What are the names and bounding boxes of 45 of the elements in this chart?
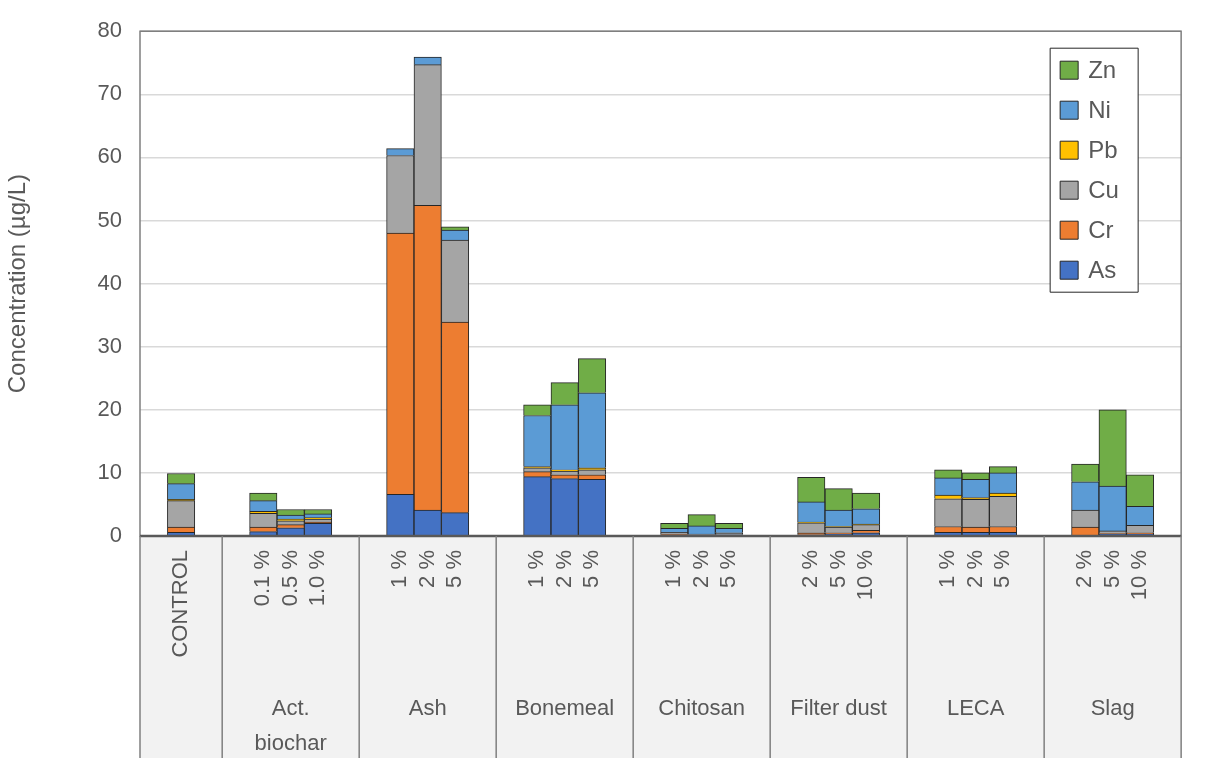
text: Chitosan bbox=[658, 695, 746, 721]
x-tick-label: 2 % bbox=[413, 550, 439, 588]
text: LECA bbox=[946, 695, 1005, 721]
text: Act. biochar bbox=[254, 695, 327, 756]
x-tick-label: 5 % bbox=[441, 550, 467, 588]
x-tick-label: 1 % bbox=[660, 550, 686, 588]
y-tick-label: 70 bbox=[97, 80, 122, 106]
y-tick-label: 40 bbox=[97, 269, 122, 295]
y-tick-label: 30 bbox=[97, 332, 122, 358]
y-tick-label: 50 bbox=[97, 206, 122, 232]
y-tick-label: 80 bbox=[97, 17, 122, 43]
text: Slag bbox=[1090, 695, 1135, 721]
x-tick-label: 2 % bbox=[797, 550, 823, 588]
y-axis-title: Concentration (µg/L) bbox=[3, 173, 31, 394]
legend-label: As bbox=[1088, 255, 1117, 283]
x-tick-label: 1 % bbox=[523, 550, 549, 588]
y-tick-label: 20 bbox=[97, 395, 122, 421]
x-tick-label: 0.1 % bbox=[249, 550, 275, 607]
x-tick-label: 5 % bbox=[824, 550, 850, 588]
x-tick-label: 5 % bbox=[989, 550, 1015, 588]
x-tick-label: 2 % bbox=[1071, 550, 1097, 588]
legend-label: Cr bbox=[1088, 215, 1114, 243]
text: Filter dust bbox=[790, 695, 887, 721]
x-tick-label: 5 % bbox=[1098, 550, 1124, 588]
legend-label: Ni bbox=[1088, 95, 1111, 123]
legend-label: Cu bbox=[1088, 175, 1119, 203]
x-tick-label: 2 % bbox=[961, 550, 987, 588]
text: Bonemeal bbox=[515, 695, 615, 721]
x-tick-label: 0.5 % bbox=[276, 550, 302, 607]
x-tick-label: 2 % bbox=[550, 550, 576, 588]
x-tick-label: 1 % bbox=[386, 550, 412, 588]
y-tick-label: 0 bbox=[109, 522, 122, 548]
y-tick-label: 60 bbox=[97, 143, 122, 169]
x-tick-label: 1 % bbox=[934, 550, 960, 588]
x-tick-label: CONTROL bbox=[167, 550, 193, 658]
x-tick-label: 10 % bbox=[852, 550, 878, 601]
x-tick-label: 1.0 % bbox=[304, 550, 330, 607]
x-tick-label: 5 % bbox=[715, 550, 741, 588]
text: Ash bbox=[408, 695, 447, 721]
x-tick-label: 5 % bbox=[578, 550, 604, 588]
y-tick-label: 10 bbox=[97, 458, 122, 484]
x-tick-label: 2 % bbox=[687, 550, 713, 588]
legend-label: Pb bbox=[1088, 135, 1118, 163]
legend-label: Zn bbox=[1088, 55, 1117, 83]
x-tick-label: 10 % bbox=[1126, 550, 1152, 601]
